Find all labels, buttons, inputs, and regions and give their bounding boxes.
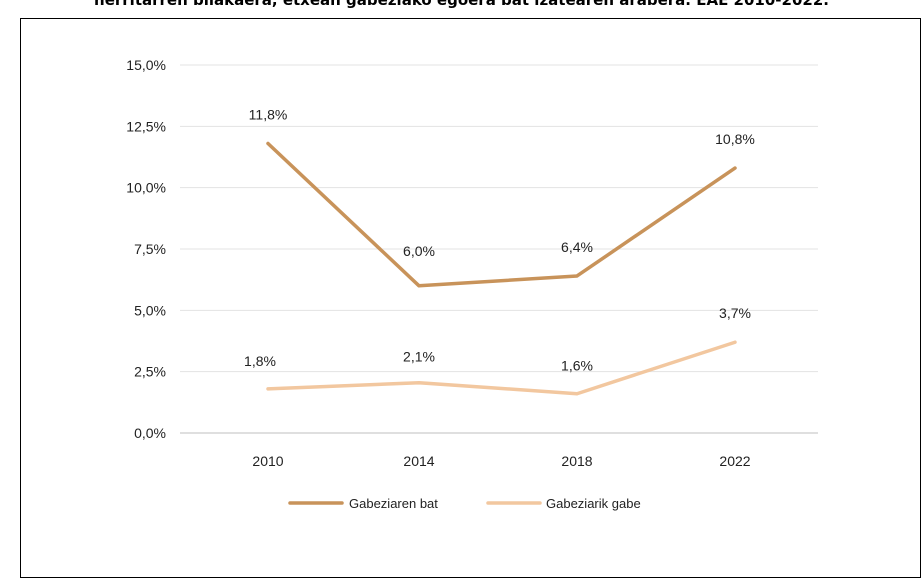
data-label: 1,8% <box>244 353 276 369</box>
y-axis: 0,0% 2,5% 5,0% 7,5% 10,0% 12,5% 15,0% <box>126 57 166 441</box>
line-chart: 0,0% 2,5% 5,0% 7,5% 10,0% 12,5% 15,0% 2010 2014… <box>126 57 818 511</box>
data-point <box>733 166 737 170</box>
x-tick-label: 2014 <box>403 453 434 469</box>
data-point <box>575 274 579 278</box>
data-point <box>266 387 270 391</box>
data-label: 6,4% <box>561 239 593 255</box>
legend: Gabeziaren bat Gabeziarik gabe <box>288 496 641 511</box>
data-label: 6,0% <box>403 243 435 259</box>
series-line-2 <box>266 340 737 396</box>
y-tick-label: 7,5% <box>134 241 166 257</box>
legend-label: Gabeziaren bat <box>349 496 438 511</box>
y-tick-label: 5,0% <box>134 302 166 318</box>
data-label: 3,7% <box>719 305 751 321</box>
data-point <box>266 142 270 146</box>
chart-title: herritarren bilakaera, etxean gabeziako … <box>94 0 829 9</box>
data-point <box>417 381 421 385</box>
x-tick-label: 2010 <box>252 453 283 469</box>
x-tick-label: 2018 <box>561 453 592 469</box>
y-tick-label: 15,0% <box>126 57 166 73</box>
y-tick-label: 12,5% <box>126 118 166 134</box>
data-point <box>575 392 579 396</box>
series-lines <box>266 141 737 396</box>
data-point <box>733 340 737 344</box>
legend-label: Gabeziarik gabe <box>546 496 641 511</box>
data-label: 11,8% <box>249 107 288 123</box>
y-tick-label: 10,0% <box>126 180 166 196</box>
data-label: 2,1% <box>403 349 435 365</box>
y-tick-label: 2,5% <box>134 364 166 380</box>
y-tick-label: 0,0% <box>134 425 166 441</box>
gridlines <box>180 64 818 434</box>
data-label: 10,8% <box>715 131 755 147</box>
data-label: 1,6% <box>561 358 593 374</box>
x-axis: 2010 2014 2018 2022 <box>252 453 750 469</box>
data-labels: 11,8% 6,0% 6,4% 10,8% 1,8% 2,1% 1,6% 3,7% <box>244 107 755 374</box>
series-line-1 <box>266 141 737 288</box>
data-point <box>417 284 421 288</box>
x-tick-label: 2022 <box>719 453 750 469</box>
